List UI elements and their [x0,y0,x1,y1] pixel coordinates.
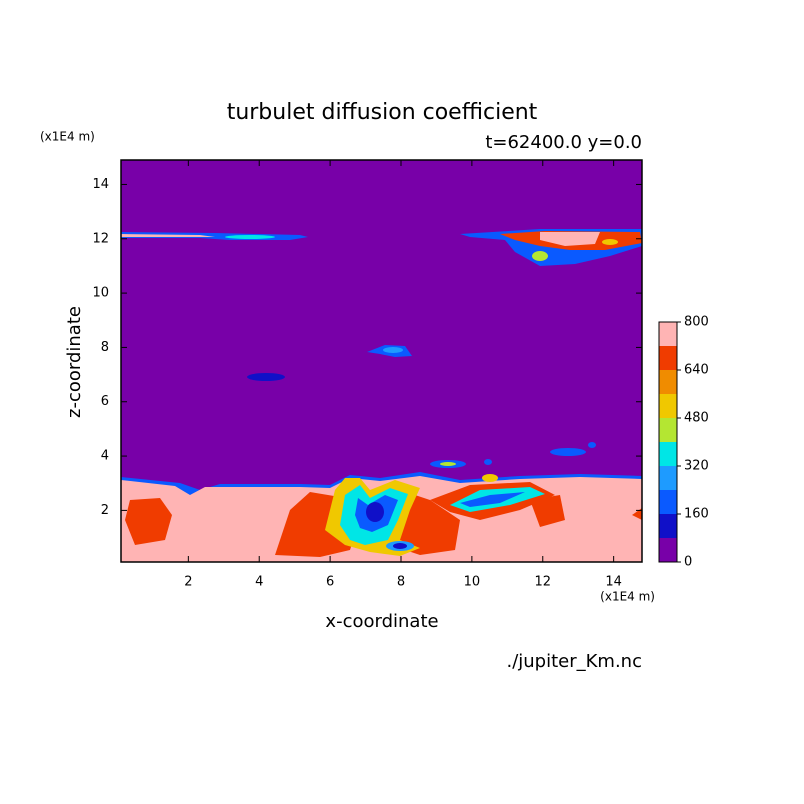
colorbar-band [659,346,677,370]
y-tick-label: 4 [101,449,109,464]
contour-region [393,543,407,549]
x-tick-label: 10 [464,575,481,590]
y-axis-label: z-coordinate [64,306,85,418]
colorbar-tick-label: 0 [684,555,692,570]
colorbar-band [659,466,677,490]
chart-subtitle: t=62400.0 y=0.0 [485,132,642,153]
colorbar-tick-label: 800 [684,315,709,330]
colorbar-tick-label: 640 [684,363,709,378]
colorbar-band [659,418,677,442]
contour-region [530,495,565,527]
chart-title: turbulet diffusion coefficient [227,100,538,125]
contour-region [125,498,172,545]
x-tick-label: 2 [184,575,192,590]
contour-region [482,474,498,482]
contour-region [632,508,642,520]
x-tick-label: 8 [397,575,405,590]
x-tick-label: 14 [605,575,622,590]
contour-region [225,235,275,239]
contour-region [602,239,618,245]
x-axis-label: x-coordinate [325,611,438,632]
colorbar-band [659,370,677,394]
plot-frame [120,159,643,563]
contour-region [484,459,492,465]
colorbar-tick-label: 320 [684,459,709,474]
contour-region [440,462,456,466]
y-tick-label: 8 [101,340,109,355]
contour-region [532,251,548,261]
contour-region [540,232,600,246]
y-unit: (x1E4 m) [40,130,95,144]
colorbar-band [659,394,677,418]
colorbar-tick-label: 160 [684,507,709,522]
x-tick-label: 6 [326,575,334,590]
y-tick-label: 14 [92,177,109,192]
colorbar-band [659,490,677,514]
contour-region [366,502,384,522]
colorbar-band [659,322,677,346]
y-tick-label: 12 [92,231,109,246]
contour-region [550,448,586,456]
x-tick-label: 4 [255,575,263,590]
y-tick-label: 6 [101,394,109,409]
colorbar-tick-label: 480 [684,411,709,426]
colorbar-band [659,514,677,538]
colorbar-band [659,442,677,466]
contour-region [588,442,596,448]
y-tick-label: 10 [92,286,109,301]
colorbar-band [659,538,677,562]
contour-region [121,234,215,237]
contour-region [383,347,403,353]
y-tick-label: 2 [101,503,109,518]
colorbar-frame [658,321,678,563]
contour-field [121,160,642,562]
source-file: ./jupiter_Km.nc [506,651,642,672]
x-tick-label: 12 [534,575,551,590]
contour-region [460,492,525,507]
contour-region [247,373,285,381]
x-unit: (x1E4 m) [600,590,655,604]
